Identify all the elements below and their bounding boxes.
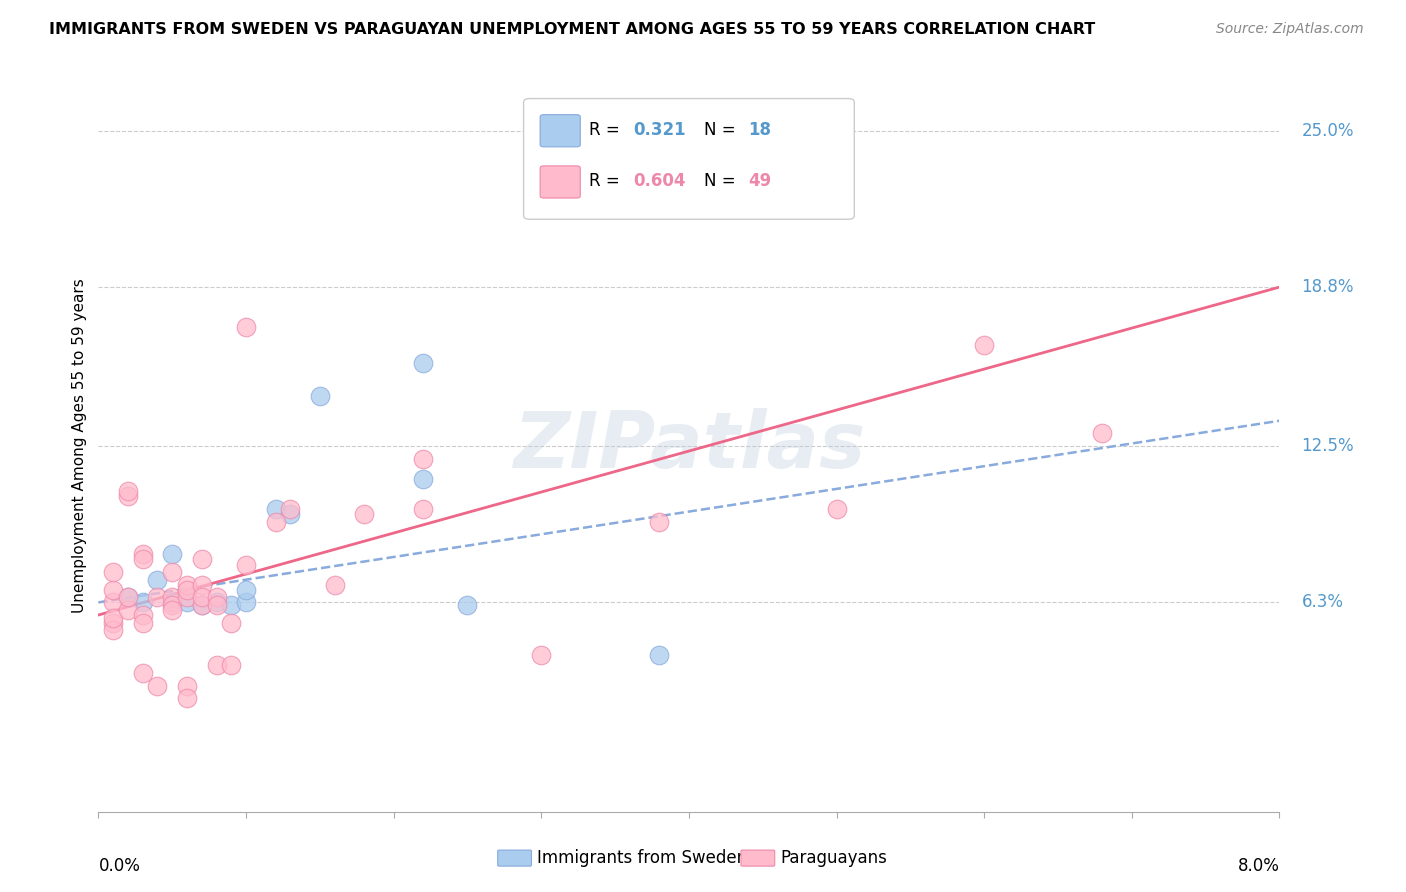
Point <box>191 552 214 566</box>
Point <box>264 502 287 516</box>
Text: Paraguayans: Paraguayans <box>780 849 887 867</box>
Point <box>191 598 214 612</box>
Text: 0.0%: 0.0% <box>98 857 141 875</box>
Point <box>146 591 169 605</box>
Point <box>235 320 257 334</box>
Point <box>162 548 183 562</box>
Point <box>205 591 228 605</box>
Point <box>648 515 671 529</box>
Text: ZIPatlas: ZIPatlas <box>513 408 865 484</box>
Point <box>162 591 183 605</box>
Point <box>132 595 155 609</box>
Point <box>221 598 243 612</box>
Point <box>264 515 287 529</box>
Point <box>353 507 375 521</box>
Point <box>973 338 995 352</box>
Text: 18.8%: 18.8% <box>1302 278 1354 296</box>
Point <box>162 603 183 617</box>
Point <box>103 610 125 624</box>
Point <box>103 623 125 637</box>
Point <box>103 582 125 597</box>
Point <box>221 658 243 673</box>
Point <box>221 615 243 630</box>
Point <box>1091 426 1114 441</box>
Text: 18: 18 <box>748 121 770 139</box>
Point <box>205 658 228 673</box>
Point <box>412 356 434 370</box>
Point <box>162 565 183 579</box>
Point <box>117 484 139 499</box>
Text: Immigrants from Sweden: Immigrants from Sweden <box>537 849 747 867</box>
Point <box>205 598 228 612</box>
Text: 0.321: 0.321 <box>634 121 686 139</box>
Text: IMMIGRANTS FROM SWEDEN VS PARAGUAYAN UNEMPLOYMENT AMONG AGES 55 TO 59 YEARS CORR: IMMIGRANTS FROM SWEDEN VS PARAGUAYAN UNE… <box>49 22 1095 37</box>
Point <box>132 552 155 566</box>
Point <box>176 582 198 597</box>
Text: 12.5%: 12.5% <box>1302 437 1354 455</box>
Point <box>280 502 302 516</box>
Point <box>146 573 169 587</box>
Point <box>132 548 155 562</box>
Point <box>132 615 155 630</box>
Text: 49: 49 <box>748 172 772 190</box>
Point <box>117 591 139 605</box>
Point <box>117 591 139 605</box>
Point <box>176 691 198 706</box>
Point <box>412 502 434 516</box>
Text: N =: N = <box>704 172 741 190</box>
Point <box>132 607 155 622</box>
Text: N =: N = <box>704 121 741 139</box>
Point <box>132 665 155 680</box>
FancyBboxPatch shape <box>540 115 581 147</box>
Point <box>146 679 169 693</box>
Text: 0.604: 0.604 <box>634 172 686 190</box>
Point <box>605 186 627 201</box>
Point <box>280 507 302 521</box>
Point <box>176 578 198 592</box>
Point <box>235 558 257 572</box>
FancyBboxPatch shape <box>523 99 855 219</box>
Point <box>103 615 125 630</box>
Point <box>412 451 434 466</box>
Point <box>117 490 139 504</box>
Point <box>191 598 214 612</box>
Point <box>162 598 183 612</box>
Text: 8.0%: 8.0% <box>1237 857 1279 875</box>
Point <box>530 648 553 663</box>
Y-axis label: Unemployment Among Ages 55 to 59 years: Unemployment Among Ages 55 to 59 years <box>72 278 87 614</box>
Text: 6.3%: 6.3% <box>1302 593 1344 611</box>
Point <box>205 595 228 609</box>
Point <box>162 595 183 609</box>
Point <box>323 578 346 592</box>
Point <box>103 595 125 609</box>
Point <box>176 591 198 605</box>
Point <box>235 595 257 609</box>
Point <box>309 388 332 402</box>
Point <box>103 565 125 579</box>
Point <box>825 502 848 516</box>
Point <box>235 582 257 597</box>
Point <box>176 595 198 609</box>
Point <box>412 472 434 486</box>
Text: R =: R = <box>589 172 624 190</box>
Point <box>117 603 139 617</box>
Point <box>176 679 198 693</box>
Text: Source: ZipAtlas.com: Source: ZipAtlas.com <box>1216 22 1364 37</box>
FancyBboxPatch shape <box>540 166 581 198</box>
Point <box>457 598 479 612</box>
Point <box>191 591 214 605</box>
Point <box>648 648 671 663</box>
Text: 25.0%: 25.0% <box>1302 121 1354 140</box>
Point <box>191 578 214 592</box>
Text: R =: R = <box>589 121 624 139</box>
